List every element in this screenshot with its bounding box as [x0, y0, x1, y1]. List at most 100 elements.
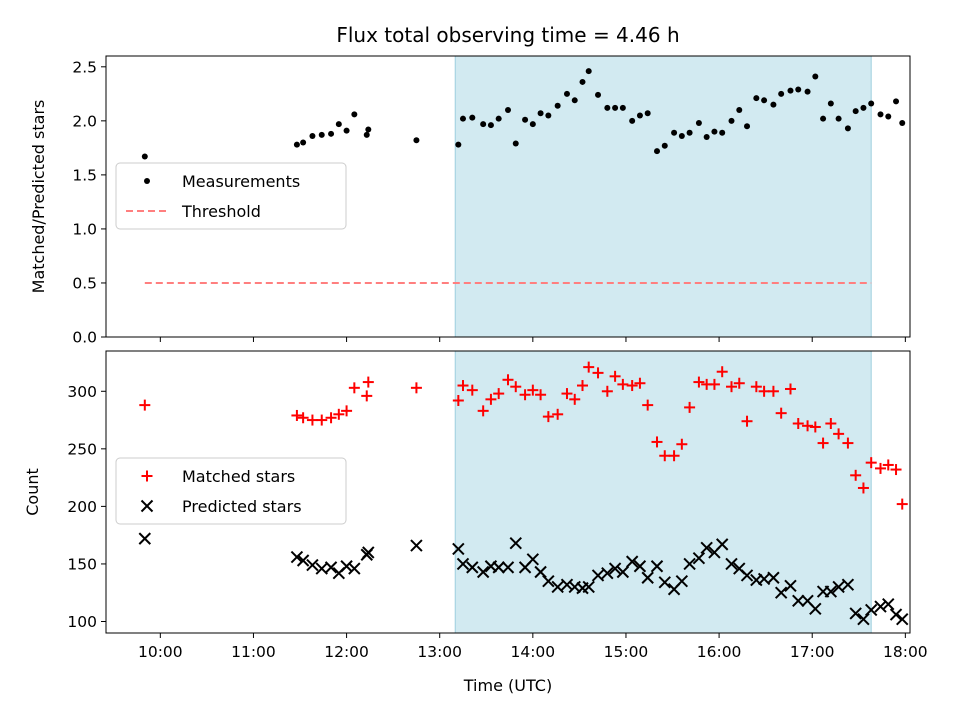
bottom-series-predicted-stars-point-b: [692, 551, 706, 565]
top-series-measurements-point: [744, 123, 751, 130]
top-series-measurements-point: [753, 95, 760, 102]
bottom-series-predicted-stars-point-b: [650, 560, 664, 573]
bottom-series-matched-stars-point: [291, 409, 303, 421]
bottom-series-matched-stars-point: [750, 381, 762, 393]
bottom-series-predicted-stars-point-b: [348, 562, 361, 575]
bottom-series-matched-stars-point: [316, 414, 328, 426]
bottom-series-predicted-stars-point: [650, 560, 664, 573]
bottom-series-predicted-stars-point-b: [750, 573, 763, 587]
bottom-series-matched-stars-point: [668, 450, 680, 462]
bottom-series-matched-stars-point: [693, 376, 705, 388]
bottom-legend-swatch-b: [140, 499, 154, 513]
bottom-series-matched-stars-point: [684, 401, 696, 413]
bottom-series-predicted-stars-point-b: [466, 561, 479, 574]
bottom-series-matched-stars-point: [634, 377, 646, 389]
bottom-series-matched-stars-point: [457, 380, 469, 392]
x-tick-label: 18:00: [883, 643, 928, 661]
bottom-series-matched-stars-point: [767, 385, 779, 397]
top-series-measurements-point: [529, 121, 536, 128]
top-series-measurements-point: [480, 121, 487, 128]
top-series-measurements-point: [770, 101, 777, 108]
bottom-shaded-region: [454, 350, 872, 634]
bottom-legend-label: Matched stars: [182, 467, 295, 486]
bottom-series-predicted-stars-point-b: [296, 554, 310, 567]
bottom-y-tick-label: 100: [67, 613, 97, 631]
bottom-series-matched-stars-point: [758, 385, 770, 397]
bottom-series-predicted-stars-point-b: [896, 612, 909, 626]
bottom-series-predicted-stars-point: [692, 551, 706, 565]
bottom-series-matched-stars-point: [716, 366, 728, 378]
top-series-measurements-point: [860, 104, 867, 111]
top-series-measurements-point: [686, 129, 693, 136]
bottom-series-predicted-stars-point: [138, 532, 152, 545]
top-series-measurements-point: [487, 122, 494, 129]
top-y-tick-label: 1.5: [72, 166, 97, 184]
bottom-series-matched-stars-point: [784, 383, 796, 395]
top-series-measurements-point: [820, 115, 827, 122]
bottom-series-matched-stars-point: [592, 367, 604, 379]
bottom-series-predicted-stars-point: [601, 566, 614, 580]
x-tick-label: 10:00: [138, 643, 183, 661]
bottom-series-matched-stars-point: [726, 381, 738, 393]
bottom-series-matched-stars-point: [708, 378, 720, 390]
top-series-measurements-point: [711, 128, 718, 135]
bottom-series-predicted-stars-point-b: [324, 561, 338, 574]
top-series-measurements-point: [579, 78, 586, 85]
top-series-measurements-point: [505, 107, 511, 114]
bottom-series-predicted-stars: [138, 532, 909, 626]
top-legend-label: Measurements: [182, 172, 300, 191]
bottom-series-predicted-stars-point: [324, 561, 338, 574]
bottom-series-predicted-stars-point: [740, 569, 754, 582]
bottom-series-matched-stars-point: [626, 380, 638, 392]
bottom-series-predicted-stars-point-b: [306, 558, 319, 572]
bottom-series-matched-stars-point: [857, 482, 869, 494]
top-series-measurements-point: [318, 131, 325, 138]
bottom-series-matched-stars-point: [527, 384, 539, 396]
top-series-measurements-point: [629, 117, 636, 124]
top-series-measurements-point: [852, 108, 859, 115]
top-series-measurements-point: [787, 87, 794, 94]
bottom-series-predicted-stars-point-b: [864, 603, 878, 617]
top-y-tick-label: 2.0: [72, 112, 97, 130]
bottom-series-predicted-stars-point: [340, 560, 353, 573]
top-series-measurements-point: [512, 140, 519, 147]
bottom-series-predicted-stars-point: [725, 557, 738, 571]
bottom-series-matched-stars-point: [297, 412, 309, 424]
top-series-measurements-point: [343, 127, 350, 134]
bottom-series-matched-stars-point: [583, 361, 595, 373]
top-series-measurements-point: [644, 110, 651, 117]
bottom-series-predicted-stars-point: [824, 585, 838, 598]
top-series-measurements-point: [300, 139, 307, 146]
bottom-series-matched-stars-point: [502, 374, 514, 386]
top-series-measurements-point: [522, 116, 529, 123]
bottom-series-predicted-stars-point: [296, 554, 310, 567]
bottom-series-predicted-stars-point-b: [452, 542, 465, 556]
top-series-measurements-point: [835, 115, 842, 122]
bottom-series-predicted-stars-point-b: [857, 612, 870, 626]
bottom-series-predicted-stars-point: [841, 578, 855, 591]
bottom-series-matched-stars-point: [341, 405, 353, 417]
bottom-series-predicted-stars-point: [896, 612, 909, 626]
bottom-series-matched-stars-point: [477, 405, 489, 417]
bottom-series-matched-stars-point: [875, 462, 887, 474]
bottom-series-matched-stars-point: [552, 408, 564, 420]
top-series-measurements-point: [571, 97, 578, 104]
bottom-series-matched-stars-point: [842, 437, 854, 449]
bottom-series-predicted-stars-point-b: [700, 541, 713, 555]
bottom-series-predicted-stars-point: [492, 561, 505, 574]
top-series-measurements-point: [844, 125, 851, 132]
bottom-series-matched-stars-point: [802, 420, 814, 432]
top-series-measurements-point: [877, 111, 884, 118]
bottom-series-predicted-stars-point-b: [560, 578, 574, 591]
bottom-series-predicted-stars-point-b: [582, 580, 595, 594]
bottom-series-predicted-stars-point-b: [801, 594, 814, 607]
bottom-series-matched-stars-point: [792, 418, 804, 430]
bottom-series-predicted-stars-point: [582, 580, 595, 594]
top-series-measurements-point: [595, 91, 602, 98]
bottom-series-predicted-stars-point: [509, 537, 522, 550]
bottom-series-matched-stars-point: [561, 388, 573, 400]
top-series-measurements-point: [654, 148, 661, 155]
top-series-measurements-point: [885, 113, 892, 120]
bottom-series-predicted-stars-point-b: [809, 602, 822, 616]
bottom-series-matched-stars-point: [609, 370, 621, 382]
